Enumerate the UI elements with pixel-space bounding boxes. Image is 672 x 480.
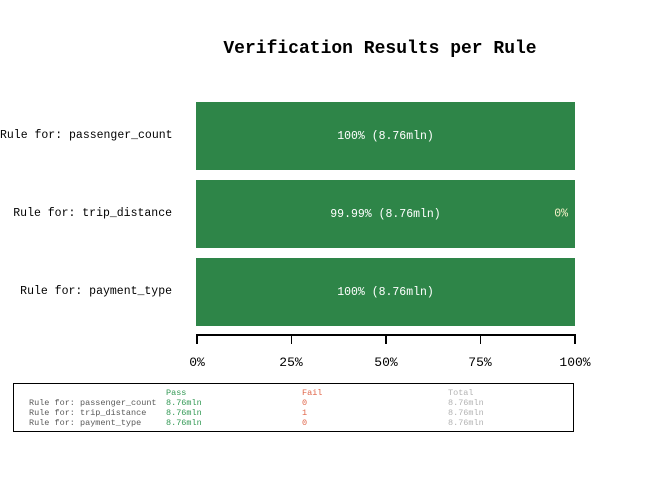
x-axis-label-50: 50% [374,355,398,370]
summary-header-pass: Pass [166,388,187,398]
summary-row-fail: 0 [302,418,308,428]
summary-table: Pass Fail Total Rule for: passenger_coun… [13,383,574,432]
summary-row-total: 8.76mln [448,408,484,418]
summary-row-label: Rule for: trip_distance [29,408,147,418]
bar-label-payment-type: Rule for: payment_type [20,285,172,298]
summary-row-pass: 8.76mln [166,398,202,408]
bar-value-passenger-count: 100% (8.76mln) [337,129,434,143]
summary-row-pass: 8.76mln [166,408,202,418]
bar-value-trip-distance: 99.99% (8.76mln) [330,207,441,221]
bar-payment-type: 100% (8.76mln) [196,258,575,326]
bar-fail-pct-trip-distance: 0% [554,207,568,221]
x-axis-label-0: 0% [189,355,205,370]
summary-row-label: Rule for: payment_type [29,418,142,428]
summary-header-fail: Fail [302,388,323,398]
summary-header-total: Total [448,388,474,398]
x-axis-tick-0 [196,335,198,344]
summary-row-total: 8.76mln [448,398,484,408]
bar-passenger-count: 100% (8.76mln) [196,102,575,170]
bar-label-trip-distance: Rule for: trip_distance [13,207,172,220]
x-axis-tick-25 [290,335,292,344]
summary-row-pass: 8.76mln [166,418,202,428]
x-axis-label-100: 100% [559,355,591,370]
summary-row-fail: 0 [302,398,308,408]
summary-row-label: Rule for: passenger_count [29,398,157,408]
x-axis-tick-75 [479,335,481,344]
bar-value-payment-type: 100% (8.76mln) [337,285,434,299]
x-axis-tick-50 [385,335,387,344]
x-axis-tick-100 [574,335,576,344]
summary-row-total: 8.76mln [448,418,484,428]
bar-trip-distance: 99.99% (8.76mln) 0% [196,180,575,248]
bar-label-passenger-count: Rule for: passenger_count [0,129,173,142]
x-axis-label-75: 75% [468,355,492,370]
x-axis-label-25: 25% [279,355,303,370]
chart-title: Verification Results per Rule [223,39,537,59]
summary-row-fail: 1 [302,408,308,418]
